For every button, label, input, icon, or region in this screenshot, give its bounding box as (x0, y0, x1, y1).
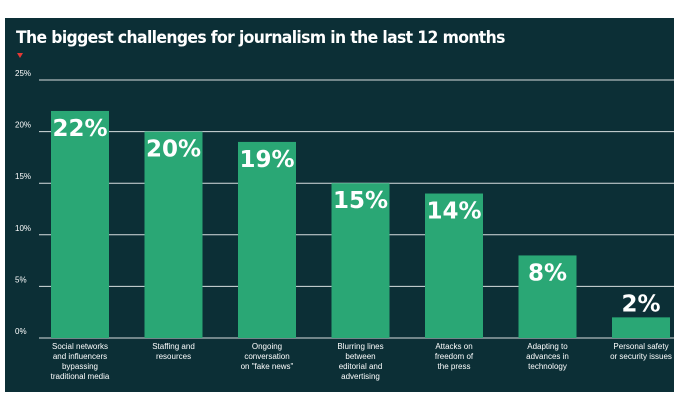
bar (144, 131, 203, 338)
chart-title: The biggest challenges for journalism in… (16, 28, 505, 48)
value-label: 8% (528, 260, 567, 286)
category-label: Social networks and influencers bypassing t… (51, 342, 110, 381)
value-label: 2% (621, 291, 660, 317)
category-label: Ongoing conversation on "fake news" (241, 342, 294, 371)
y-tick-label: 15% (15, 172, 31, 181)
bar-chart: 0% 5% 10% 15% 20% 25% 22% Social networks and in… (15, 69, 674, 381)
title-marker-icon (17, 53, 23, 58)
bar (518, 255, 577, 338)
y-tick-label: 5% (15, 275, 27, 284)
category-label: Attacks on freedom of the press (435, 342, 474, 371)
y-tick-label: 0% (15, 327, 27, 336)
y-tick-label: 25% (15, 69, 31, 78)
value-label: 22% (52, 116, 107, 142)
bar (425, 193, 483, 338)
value-label: 15% (333, 188, 388, 214)
bar (331, 183, 390, 338)
category-label: Adapting to advances in technology (526, 342, 569, 371)
bar (51, 110, 109, 339)
value-label: 14% (426, 199, 481, 225)
category-label: Staffing and resources (152, 342, 195, 361)
chart-panel: The biggest challenges for journalism in… (5, 18, 674, 392)
y-tick-label: 20% (15, 121, 31, 130)
value-label: 19% (239, 147, 294, 173)
y-tick-label: 10% (15, 224, 31, 233)
category-label: Personal safety or security issues (610, 342, 672, 361)
category-label: Blurring lines between editorial and advert… (337, 342, 383, 381)
bar (612, 317, 670, 338)
bar (238, 141, 296, 338)
value-label: 20% (146, 137, 201, 163)
